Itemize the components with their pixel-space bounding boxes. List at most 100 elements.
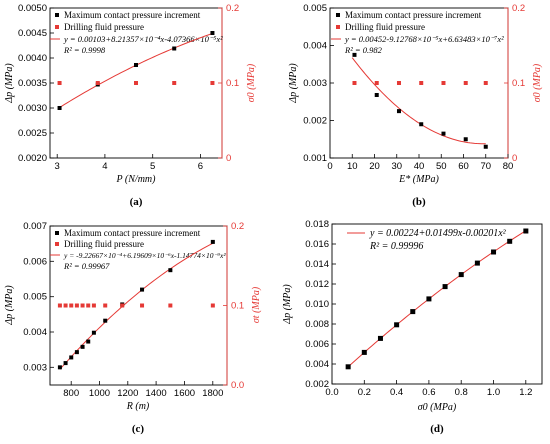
drilling-fluid-point [210,303,215,308]
x-ticks-a: 3 4 5 6 [55,154,203,172]
y2-tick-label: 0.1 [231,301,244,312]
contact-pressure-point [168,268,173,273]
panel-a: 3 4 5 6 0.0020 0.0025 0.0030 0.0035 0.00… [4,3,257,208]
drilling-fluid-point [210,81,215,85]
contact-pressure-point [63,361,68,366]
data-marks-d [345,228,529,370]
y2-tick-label: 0.0 [231,380,244,391]
contact-pressure-point [483,144,488,149]
x-tick-label: 5 [150,161,155,172]
x-ticks-d: 0.0 0.2 0.4 0.6 0.8 1.0 1.2 [325,380,532,398]
drilling-fluid-point [91,303,96,308]
x-ticks-c: 800 1000 1200 1400 1600 1800 [63,381,223,399]
x-tick-label: 1.2 [519,387,532,398]
data-point [345,364,351,370]
y-tick-label: 0.0025 [18,128,47,139]
y-tick-label: 0.006 [305,339,329,350]
contact-pressure-point [210,239,215,244]
drilling-fluid-point [419,81,424,85]
drilling-fluid-point [396,81,401,85]
contact-pressure-point [172,46,177,51]
y-tick-label: 0.004 [23,327,47,338]
drilling-fluid-point [172,81,177,85]
drilling-fluid-point [86,303,91,308]
legend-marker-black [336,13,340,17]
x-axis-label-a: P (N/mm) [116,174,157,185]
y2-axis-label-c: σt (MPa) [251,286,262,323]
panel-d: 0.0 0.2 0.4 0.6 0.8 1.0 1.2 0.002 0.004 … [282,219,543,435]
y-tick-label: 0.002 [303,116,327,127]
legend-marker-black [55,13,59,17]
x-tick-label: 1.0 [487,387,500,398]
drilling-fluid-point [134,81,138,85]
panel-label-d: (d) [430,423,444,435]
y-tick-label: 0.007 [23,221,47,232]
x-axis-label-b: E* (MPa) [398,174,439,185]
x-tick-label: 10 [347,161,358,172]
drilling-fluid-point [57,303,62,308]
data-marks-a [57,31,215,110]
contact-pressure-point [57,106,62,110]
drilling-fluid-point [69,303,74,308]
contact-pressure-point [140,287,145,292]
fit-r2: R² = 0.982 [344,45,383,55]
data-point [442,284,448,290]
contact-pressure-point [103,318,108,323]
x-tick-label: 30 [391,161,402,172]
legend-marker-black [55,231,59,235]
contact-pressure-point [74,350,79,355]
x-tick-label: 0.8 [455,387,468,398]
x-tick-label: 1800 [202,388,223,399]
y-tick-label: 0.0020 [18,153,47,164]
y-tick-label: 0.002 [305,379,329,390]
fit-r2: R² = 0.99996 [369,241,423,252]
x-tick-label: 1400 [146,388,167,399]
y-tick-label: 0.004 [305,359,329,370]
drilling-fluid-point [441,81,446,85]
fit-r2: R² = 0.9998 [63,45,106,55]
drilling-fluid-point [140,303,145,308]
x-tick-label: 1200 [117,388,138,399]
contact-pressure-point [80,344,85,349]
contact-pressure-point [86,339,91,344]
drilling-fluid-point [463,81,468,85]
legend-text: Drilling fluid pressure [64,239,144,249]
x-tick-label: 1000 [89,388,110,399]
y-tick-label: 0.012 [305,279,329,290]
y2-tick-label: 0 [512,153,517,164]
fit-curve-c [59,242,214,370]
contact-pressure-point [441,131,446,136]
panel-c: 800 1000 1200 1400 1600 1800 0.003 0.004… [4,221,262,435]
panel-b: 0 10 20 30 40 50 60 70 80 0.001 0.002 0.… [288,3,543,208]
contact-pressure-point [463,137,468,142]
y-axis-label-c: Δp (MPa) [4,285,15,326]
x-tick-label: 0 [327,161,332,172]
drilling-fluid-point [168,303,173,308]
y-ticks-a: 0.0020 0.0025 0.0030 0.0035 0.0040 0.004… [18,3,54,164]
data-point [474,260,480,266]
data-point [377,335,383,341]
x-tick-label: 0.0 [325,387,338,398]
y-tick-label: 0.005 [303,3,327,14]
legend-text: Drilling fluid pressure [345,22,425,32]
x-tick-label: 20 [369,161,380,172]
contact-pressure-point [57,365,62,370]
y2-axis-label-b: σ0 (MPa) [532,63,543,102]
y2-axis-label-a: σ0 (MPa) [246,63,257,102]
data-point [410,309,416,315]
fit-curve-b [351,57,486,145]
drilling-fluid-point [483,81,488,85]
y-tick-label: 0.0030 [18,103,47,114]
x-tick-label: 1600 [174,388,195,399]
contact-pressure-point [419,122,424,127]
y-tick-label: 0.016 [305,239,329,250]
y-tick-label: 0.014 [305,259,329,270]
drilling-fluid-point [103,303,108,308]
y-tick-label: 0.0045 [18,28,47,39]
y-tick-label: 0.0035 [18,78,47,89]
y-tick-label: 0.006 [23,256,47,267]
legend-b: Maximum contact pressure increment Drill… [331,10,504,55]
x-tick-label: 3 [55,161,60,172]
drilling-fluid-point [120,303,125,308]
data-point [523,228,529,234]
